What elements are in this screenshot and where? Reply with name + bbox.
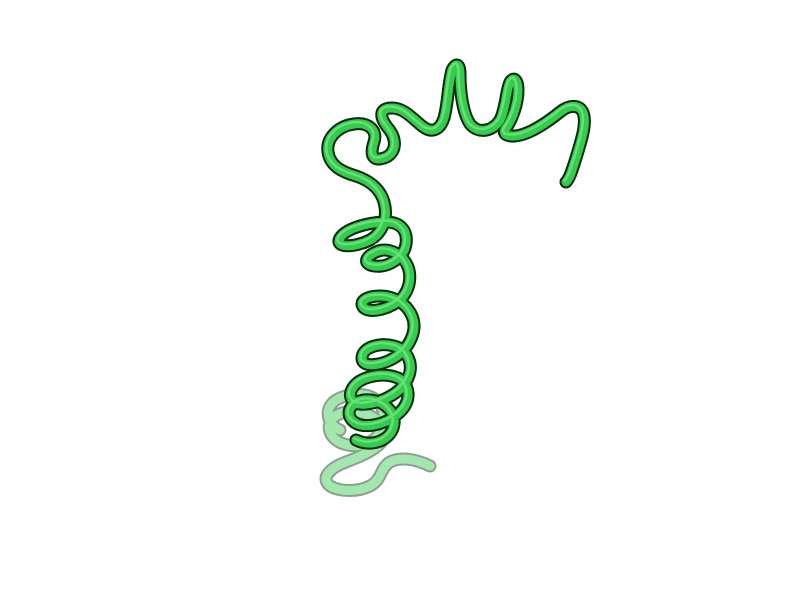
helix-main-highlight — [325, 62, 585, 443]
helix-main-segment — [321, 58, 591, 450]
helix-main-fill — [323, 60, 589, 448]
